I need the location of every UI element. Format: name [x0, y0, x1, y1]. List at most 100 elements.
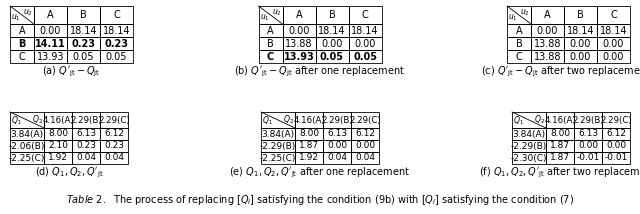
- Bar: [100, 37, 133, 50]
- Text: 0.00: 0.00: [327, 141, 347, 150]
- Text: 3.84(A): 3.84(A): [261, 129, 294, 138]
- Bar: [259, 37, 282, 50]
- Text: 13.93: 13.93: [284, 52, 314, 61]
- Bar: [282, 50, 316, 63]
- Text: $Q_2$: $Q_2$: [32, 113, 43, 125]
- Text: C: C: [516, 52, 522, 61]
- Text: (f) $Q_1, Q_2, Q'_{\rm jt}$ after two replacements: (f) $Q_1, Q_2, Q'_{\rm jt}$ after two re…: [479, 166, 640, 180]
- Bar: [100, 6, 133, 24]
- Text: 3.84(A): 3.84(A): [10, 129, 44, 138]
- Text: -0.01: -0.01: [604, 153, 628, 162]
- Text: 2.29(B): 2.29(B): [70, 116, 102, 125]
- Bar: [597, 24, 630, 37]
- Bar: [351, 112, 379, 128]
- Text: 13.93: 13.93: [36, 52, 64, 61]
- Bar: [602, 112, 630, 128]
- Text: 0.00: 0.00: [321, 39, 342, 49]
- Bar: [100, 128, 128, 140]
- Text: A: A: [19, 25, 26, 36]
- Text: 8.00: 8.00: [550, 129, 570, 138]
- Bar: [507, 37, 531, 50]
- Bar: [512, 140, 546, 152]
- Bar: [72, 128, 100, 140]
- Bar: [602, 152, 630, 164]
- Text: 0.00: 0.00: [570, 39, 591, 49]
- Bar: [34, 50, 67, 63]
- Text: 1.87: 1.87: [299, 141, 319, 150]
- Text: B: B: [267, 39, 274, 49]
- Text: 0.00: 0.00: [606, 141, 626, 150]
- Bar: [546, 128, 574, 140]
- Text: -2.25(C): -2.25(C): [260, 153, 296, 162]
- Text: 0.00: 0.00: [288, 25, 310, 36]
- Bar: [261, 152, 295, 164]
- Bar: [259, 50, 282, 63]
- Bar: [100, 50, 133, 63]
- Text: 0.23: 0.23: [72, 39, 95, 49]
- Text: 2.29(C): 2.29(C): [98, 116, 130, 125]
- Bar: [323, 128, 351, 140]
- Text: 0.05: 0.05: [106, 52, 127, 61]
- Text: 0.00: 0.00: [355, 39, 376, 49]
- Bar: [316, 37, 349, 50]
- Text: A: A: [267, 25, 274, 36]
- Bar: [10, 152, 44, 164]
- Text: 4.16(A): 4.16(A): [293, 116, 325, 125]
- Text: (d) $Q_1, Q_2, Q'_{\rm jt}$: (d) $Q_1, Q_2, Q'_{\rm jt}$: [35, 166, 103, 180]
- Bar: [261, 140, 295, 152]
- Text: 6.13: 6.13: [327, 129, 347, 138]
- Text: 2.29(B): 2.29(B): [321, 116, 353, 125]
- Bar: [44, 140, 72, 152]
- Text: 2.29(C): 2.29(C): [600, 116, 632, 125]
- Text: B: B: [80, 10, 87, 20]
- Bar: [10, 50, 34, 63]
- Text: A: A: [516, 25, 522, 36]
- Bar: [72, 140, 100, 152]
- Bar: [351, 152, 379, 164]
- Text: 6.12: 6.12: [104, 129, 124, 138]
- Bar: [531, 6, 564, 24]
- Text: 4.16(A): 4.16(A): [42, 116, 74, 125]
- Text: 13.88: 13.88: [534, 52, 561, 61]
- Bar: [72, 152, 100, 164]
- Text: 0.04: 0.04: [104, 153, 124, 162]
- Bar: [44, 152, 72, 164]
- Text: (c) $Q'_{\rm jt} - Q_{\rm jt}$ after two replacements: (c) $Q'_{\rm jt} - Q_{\rm jt}$ after two…: [481, 65, 640, 79]
- Bar: [316, 50, 349, 63]
- Text: $u_2$: $u_2$: [272, 7, 282, 18]
- Bar: [323, 112, 351, 128]
- Text: 18.14: 18.14: [318, 25, 346, 36]
- Text: 13.88: 13.88: [534, 39, 561, 49]
- Text: 0.05: 0.05: [320, 52, 344, 61]
- Bar: [507, 50, 531, 63]
- Bar: [597, 37, 630, 50]
- Text: B: B: [516, 39, 522, 49]
- Bar: [10, 6, 34, 24]
- Bar: [100, 24, 133, 37]
- Bar: [349, 37, 381, 50]
- Bar: [316, 24, 349, 37]
- Bar: [67, 24, 100, 37]
- Text: 14.11: 14.11: [35, 39, 66, 49]
- Text: -0.01: -0.01: [576, 153, 600, 162]
- Text: 0.04: 0.04: [76, 153, 96, 162]
- Text: 0.23: 0.23: [104, 141, 124, 150]
- Text: C: C: [362, 10, 369, 20]
- Text: -2.29(B): -2.29(B): [260, 141, 296, 150]
- Bar: [531, 50, 564, 63]
- Text: 1.87: 1.87: [550, 153, 570, 162]
- Bar: [602, 140, 630, 152]
- Bar: [295, 128, 323, 140]
- Text: 0.05: 0.05: [73, 52, 94, 61]
- Bar: [100, 140, 128, 152]
- Text: 18.14: 18.14: [103, 25, 131, 36]
- Bar: [100, 112, 128, 128]
- Text: $Q_1$: $Q_1$: [262, 114, 273, 127]
- Text: 6.13: 6.13: [76, 129, 96, 138]
- Text: 18.14: 18.14: [567, 25, 595, 36]
- Bar: [602, 128, 630, 140]
- Text: (e) $Q_1, Q_2, Q'_{\rm jt}$ after one replacement: (e) $Q_1, Q_2, Q'_{\rm jt}$ after one re…: [229, 166, 411, 180]
- Bar: [546, 152, 574, 164]
- Text: 0.00: 0.00: [40, 25, 61, 36]
- Bar: [44, 112, 72, 128]
